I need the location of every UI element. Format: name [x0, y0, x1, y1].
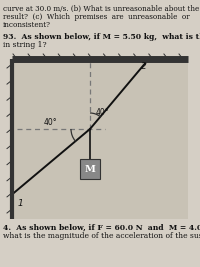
Text: 93.  As shown below, if M = 5.50 kg,  what is the tension: 93. As shown below, if M = 5.50 kg, what… [3, 33, 200, 41]
Text: 40°: 40° [44, 118, 58, 127]
Text: 4.  As shown below, if F = 60.0 N  and  M = 4.00 kg,: 4. As shown below, if F = 60.0 N and M =… [3, 224, 200, 232]
Text: result?  (c)  Which  premises  are  unreasonable  or: result? (c) Which premises are unreasona… [3, 13, 190, 21]
Bar [12, 59, 188, 219]
Text: 2: 2 [141, 62, 146, 71]
Bar [80, 159, 100, 179]
Text: M: M [85, 164, 95, 174]
Text: in string 1?: in string 1? [3, 41, 47, 49]
Text: inconsistent?: inconsistent? [3, 21, 51, 29]
Text: 40°: 40° [96, 108, 110, 117]
Text: what is the magnitude of the acceleration of the suspend: what is the magnitude of the acceleratio… [3, 232, 200, 240]
Text: 1: 1 [18, 199, 24, 209]
Text: curve at 30.0 m/s. (b) What is unreasonable about the: curve at 30.0 m/s. (b) What is unreasona… [3, 5, 199, 13]
